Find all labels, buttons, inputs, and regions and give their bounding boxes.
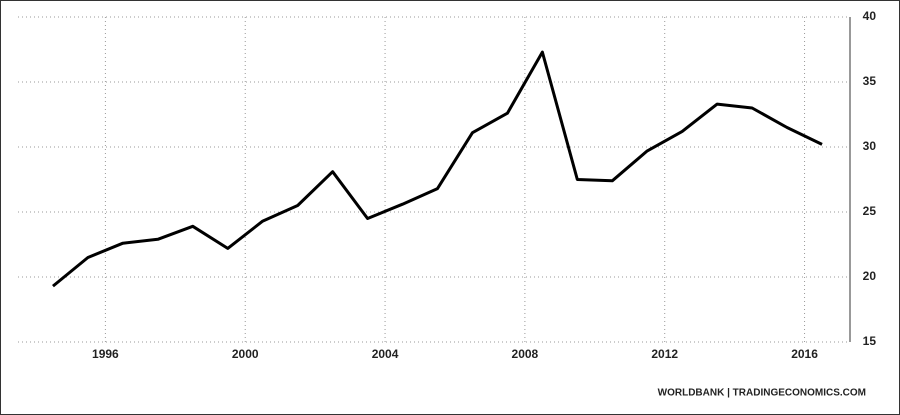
y-tick-label: 40 <box>863 9 877 23</box>
x-tick-label: 2012 <box>651 347 678 361</box>
y-tick-label: 30 <box>863 139 877 153</box>
x-tick-label: 2016 <box>791 347 818 361</box>
x-tick-label: 2000 <box>232 347 259 361</box>
y-tick-label: 20 <box>863 269 877 283</box>
x-tick-label: 2008 <box>512 347 539 361</box>
x-tick-label: 2004 <box>372 347 399 361</box>
x-tick-label: 1996 <box>92 347 119 361</box>
data-line <box>52 50 823 288</box>
y-tick-label: 25 <box>863 204 877 218</box>
source: WORLDBANK | TRADINGECONOMICS.COM <box>658 388 866 399</box>
y-tick-label: 15 <box>863 334 877 348</box>
y-tick-label: 35 <box>863 74 877 88</box>
